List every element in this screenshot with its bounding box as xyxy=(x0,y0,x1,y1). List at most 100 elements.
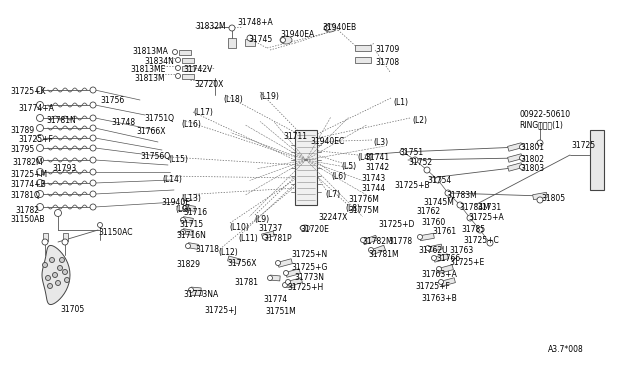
Circle shape xyxy=(436,266,442,272)
Circle shape xyxy=(36,190,44,198)
Bar xyxy=(278,259,292,267)
Text: 31716: 31716 xyxy=(183,208,207,217)
Circle shape xyxy=(90,180,96,186)
Text: 31940EA: 31940EA xyxy=(280,30,314,39)
Text: 31762U: 31762U xyxy=(418,246,447,255)
Circle shape xyxy=(262,234,268,240)
Circle shape xyxy=(285,279,291,285)
Text: 31756X: 31756X xyxy=(227,259,257,268)
Text: (L16): (L16) xyxy=(181,120,201,129)
Text: 31782: 31782 xyxy=(15,206,39,215)
Circle shape xyxy=(90,157,96,163)
Bar xyxy=(285,269,300,277)
Text: 31781Q: 31781Q xyxy=(10,191,40,200)
Circle shape xyxy=(400,149,406,155)
Text: 31725+F: 31725+F xyxy=(18,135,53,144)
Circle shape xyxy=(36,115,44,122)
Text: 31744: 31744 xyxy=(361,184,385,193)
Circle shape xyxy=(438,279,444,285)
Text: (L8): (L8) xyxy=(345,204,360,213)
Text: 31742V: 31742V xyxy=(183,65,212,74)
Circle shape xyxy=(90,87,96,93)
Text: (L6): (L6) xyxy=(331,172,346,181)
Text: 31778: 31778 xyxy=(388,237,412,246)
Circle shape xyxy=(49,257,54,263)
Circle shape xyxy=(247,35,253,41)
Text: 31725+G: 31725+G xyxy=(291,263,328,272)
Text: 31748: 31748 xyxy=(111,118,135,127)
Circle shape xyxy=(487,240,493,246)
Text: 31745: 31745 xyxy=(248,35,272,44)
Text: 31752: 31752 xyxy=(408,158,432,167)
Bar xyxy=(508,154,522,162)
Text: 31751Q: 31751Q xyxy=(144,114,174,123)
Text: 31737: 31737 xyxy=(258,224,282,233)
Text: 31709: 31709 xyxy=(375,45,399,54)
Circle shape xyxy=(42,263,47,267)
Bar xyxy=(590,130,604,190)
Circle shape xyxy=(284,270,289,276)
Text: 32247X: 32247X xyxy=(318,213,348,222)
Bar xyxy=(188,243,198,249)
Bar xyxy=(355,57,371,63)
Text: (L9): (L9) xyxy=(254,215,269,224)
Circle shape xyxy=(90,191,96,197)
Bar xyxy=(182,74,194,78)
Text: 31801: 31801 xyxy=(520,143,544,152)
Bar xyxy=(428,244,442,252)
Circle shape xyxy=(47,283,52,289)
Bar xyxy=(245,38,255,45)
Circle shape xyxy=(36,135,44,141)
Text: 31793: 31793 xyxy=(52,164,76,173)
Text: 31766X: 31766X xyxy=(136,127,166,136)
Circle shape xyxy=(520,155,525,160)
Circle shape xyxy=(45,276,51,280)
Circle shape xyxy=(175,74,180,78)
Text: 31781: 31781 xyxy=(234,278,258,287)
Text: 31940E: 31940E xyxy=(161,198,190,207)
Text: 31829: 31829 xyxy=(176,260,200,269)
Text: 31773N: 31773N xyxy=(294,273,324,282)
Text: 31813M: 31813M xyxy=(134,74,164,83)
Circle shape xyxy=(36,203,44,211)
Circle shape xyxy=(189,288,193,292)
Circle shape xyxy=(90,204,96,210)
Text: (L9): (L9) xyxy=(175,205,190,214)
Text: 31754: 31754 xyxy=(427,176,451,185)
Circle shape xyxy=(36,102,44,109)
Text: (L13): (L13) xyxy=(181,194,201,203)
Text: 31751: 31751 xyxy=(399,148,423,157)
Text: (L17): (L17) xyxy=(193,108,213,117)
Text: 31745M: 31745M xyxy=(423,198,454,207)
Text: 32720X: 32720X xyxy=(194,80,223,89)
Circle shape xyxy=(182,205,188,211)
Polygon shape xyxy=(42,246,70,305)
Circle shape xyxy=(275,260,280,266)
Text: A3.7*008: A3.7*008 xyxy=(548,345,584,354)
Circle shape xyxy=(54,209,61,217)
Text: 31784M: 31784M xyxy=(459,203,490,212)
Text: 31834N: 31834N xyxy=(144,57,174,66)
Circle shape xyxy=(324,26,330,31)
Circle shape xyxy=(65,278,70,282)
Circle shape xyxy=(360,237,365,243)
Circle shape xyxy=(36,169,44,176)
Circle shape xyxy=(175,58,180,62)
Text: 31940EC: 31940EC xyxy=(310,137,344,146)
Circle shape xyxy=(90,125,96,131)
Text: (L12): (L12) xyxy=(218,248,237,257)
Bar xyxy=(228,38,236,48)
Text: (L2): (L2) xyxy=(412,116,427,125)
Text: 31803: 31803 xyxy=(520,164,544,173)
Bar xyxy=(363,235,378,245)
Circle shape xyxy=(301,225,305,231)
Text: (L11): (L11) xyxy=(238,234,258,243)
Text: 31761: 31761 xyxy=(432,227,456,236)
Bar xyxy=(179,49,191,55)
Bar xyxy=(182,217,193,223)
Circle shape xyxy=(424,167,430,173)
Text: (L3): (L3) xyxy=(373,138,388,147)
Text: 31748+A: 31748+A xyxy=(237,18,273,27)
Text: (L4): (L4) xyxy=(357,153,372,162)
Text: 31725+C: 31725+C xyxy=(463,236,499,245)
